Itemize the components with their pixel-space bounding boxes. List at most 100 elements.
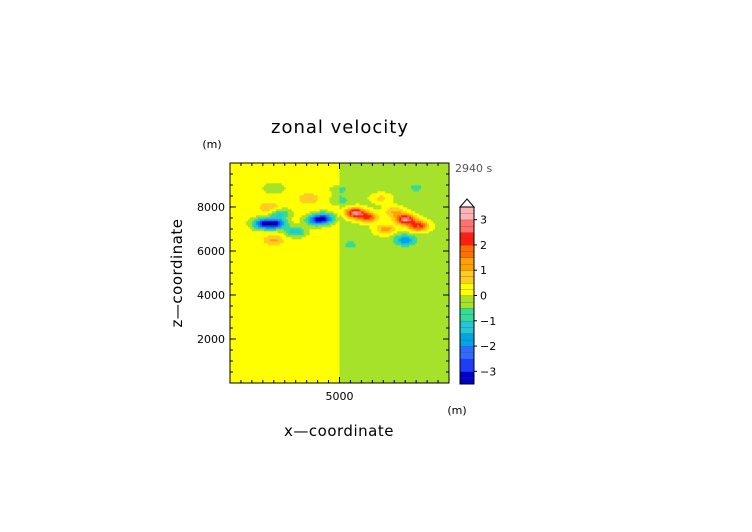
heatmap-cell — [329, 297, 332, 300]
heatmap-cell — [353, 351, 356, 354]
heatmap-cell — [381, 357, 384, 360]
heatmap-cell — [317, 355, 320, 358]
heatmap-cell — [239, 291, 243, 294]
heatmap-cell — [327, 353, 330, 356]
heatmap-cell — [257, 371, 261, 374]
heatmap-cell — [363, 373, 366, 376]
heatmap-cell — [243, 379, 247, 382]
heatmap-cell — [237, 327, 241, 330]
heatmap-cell — [333, 297, 336, 300]
heatmap-cell — [259, 295, 263, 298]
heatmap-cell — [291, 375, 295, 378]
heatmap-cell — [419, 307, 422, 310]
heatmap-cell — [439, 345, 442, 348]
heatmap-cell — [331, 319, 334, 322]
heatmap-cell — [331, 337, 334, 340]
heatmap-cell — [423, 335, 426, 338]
heatmap-cell — [419, 333, 422, 336]
heatmap-cell — [379, 361, 382, 364]
heatmap-cell — [305, 349, 308, 352]
heatmap-cell — [369, 357, 372, 360]
heatmap-cell — [297, 369, 300, 372]
heatmap-cell — [299, 327, 302, 330]
heatmap-cell — [415, 309, 418, 312]
heatmap-cell — [307, 323, 310, 326]
heatmap-cell — [375, 367, 378, 370]
heatmap-cell — [379, 339, 382, 342]
heatmap-cell — [263, 291, 267, 294]
heatmap-cell — [271, 369, 275, 372]
heatmap-cell — [253, 363, 257, 366]
heatmap-cell — [373, 365, 376, 368]
heatmap-cell — [325, 339, 328, 342]
heatmap-cell — [435, 359, 438, 362]
heatmap-cell — [443, 299, 446, 302]
heatmap-cell — [319, 333, 322, 336]
heatmap-cell — [409, 299, 412, 302]
heatmap-cell — [333, 371, 336, 374]
heatmap-cell — [269, 315, 273, 318]
heatmap-cell — [289, 321, 293, 324]
heatmap-cell — [415, 371, 418, 374]
heatmap-cell — [447, 379, 449, 382]
heatmap-cell — [323, 313, 326, 316]
heatmap-cell — [317, 323, 320, 326]
heatmap-cell — [435, 363, 438, 366]
heatmap-cell — [385, 313, 388, 316]
heatmap-cell — [387, 305, 390, 308]
heatmap-cell — [405, 317, 408, 320]
heatmap-cell — [409, 297, 412, 300]
heatmap-cell — [301, 377, 304, 380]
heatmap-cell — [251, 317, 255, 320]
heatmap-cell — [243, 349, 247, 352]
heatmap-cell — [241, 317, 245, 320]
heatmap-cell — [385, 301, 388, 304]
heatmap-cell — [317, 307, 320, 310]
heatmap-cell — [331, 313, 334, 316]
heatmap-cell — [385, 349, 388, 352]
heatmap-cell — [397, 295, 400, 298]
heatmap-cell — [359, 357, 362, 360]
heatmap-cell — [309, 291, 312, 294]
heatmap-cell — [359, 307, 362, 310]
heatmap-cell — [230, 361, 233, 364]
heatmap-cell — [275, 361, 279, 364]
heatmap-cell — [325, 315, 328, 318]
heatmap-cell — [295, 323, 298, 326]
heatmap-cell — [317, 297, 320, 300]
heatmap-cell — [409, 309, 412, 312]
heatmap-cell — [445, 369, 448, 372]
heatmap-cell — [387, 375, 390, 378]
heatmap-cell — [329, 369, 332, 372]
heatmap-cell — [425, 295, 428, 298]
heatmap-cell — [397, 329, 400, 332]
heatmap-cell — [321, 361, 324, 364]
heatmap-cell — [251, 309, 255, 312]
heatmap-cell — [441, 351, 444, 354]
heatmap-cell — [317, 303, 320, 306]
heatmap-cell — [233, 353, 237, 356]
heatmap-cell — [255, 377, 259, 380]
heatmap-cell — [277, 345, 281, 348]
heatmap-cell — [369, 297, 372, 300]
heatmap-cell — [325, 357, 328, 360]
heatmap-cell — [295, 357, 298, 360]
heatmap-cell — [431, 333, 434, 336]
heatmap-cell — [383, 293, 386, 296]
heatmap-cell — [257, 377, 261, 380]
heatmap-cell — [295, 371, 298, 374]
heatmap-cell — [287, 293, 291, 296]
heatmap-cell — [429, 369, 432, 372]
heatmap-cell — [391, 375, 394, 378]
heatmap-cell — [389, 301, 392, 304]
heatmap-cell — [395, 361, 398, 364]
heatmap-cell — [329, 353, 332, 356]
heatmap-cell — [341, 307, 344, 310]
heatmap-cell — [263, 295, 267, 298]
heatmap-cell — [243, 297, 247, 300]
heatmap-cell — [237, 351, 241, 354]
heatmap-cell — [419, 375, 422, 378]
heatmap-cell — [371, 361, 374, 364]
heatmap-cell — [295, 351, 298, 354]
heatmap-cell — [351, 353, 354, 356]
